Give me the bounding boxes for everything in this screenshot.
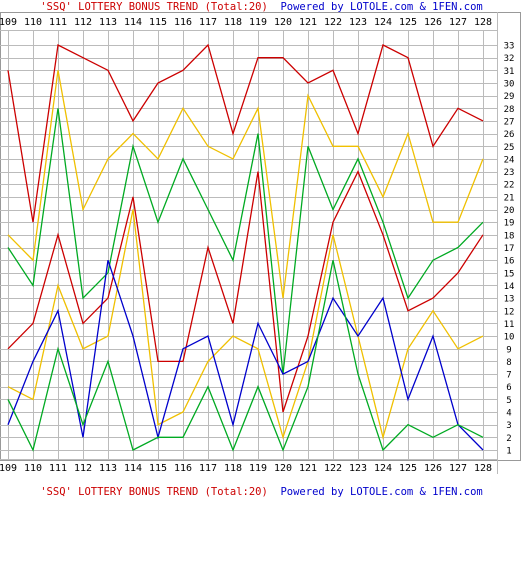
y-tick-label: 17 [504, 244, 515, 254]
bottom-banner-title: 'SSQ' LOTTERY BONUS TREND (Total:20) [40, 486, 268, 498]
x-tick-label-top: 119 [249, 17, 267, 28]
y-tick-label: 5 [506, 396, 511, 406]
x-tick-label-top: 117 [199, 17, 217, 28]
x-tick-label-bottom: 123 [349, 463, 367, 474]
x-tick-label-top: 124 [374, 17, 392, 28]
y-tick-label: 13 [504, 295, 515, 305]
y-tick-label: 20 [504, 206, 515, 216]
bottom-banner-powered: Powered by LOTOLE.com & 1FEN.com [280, 486, 483, 498]
y-tick-label: 26 [504, 130, 515, 140]
x-tick-label-top: 121 [299, 17, 317, 28]
top-banner-powered: Powered by LOTOLE.com & 1FEN.com [280, 1, 483, 13]
y-tick-label: 23 [504, 168, 515, 178]
y-axis-right: 1234567891011121314151617181920212223242… [504, 42, 515, 457]
x-tick-label-top: 127 [449, 17, 467, 28]
x-tick-label-top: 116 [174, 17, 192, 28]
y-tick-label: 31 [504, 67, 515, 77]
y-tick-label: 8 [506, 358, 511, 368]
y-tick-label: 22 [504, 181, 515, 191]
x-tick-label-top: 114 [124, 17, 142, 28]
series-line-2 [7, 70, 484, 299]
x-axis-top: 109 110 111 112 113 114 115 116 117 118 119 120 121 1… [0, 17, 492, 28]
x-tick-label-top: 120 [274, 17, 292, 28]
series-layer [7, 43, 484, 452]
x-tick-label-bottom: 128 [474, 463, 492, 474]
x-tick-label-top: 111 [49, 17, 67, 28]
x-tick-label-top: 125 [399, 17, 417, 28]
x-axis-bottom: 109 110 111 112 113 114 115 116 117 118 119 120 121 1… [0, 463, 492, 474]
x-tick-label-top: 112 [74, 17, 92, 28]
series-line-3 [7, 108, 484, 375]
y-tick-label: 12 [504, 307, 515, 317]
y-tick-label: 29 [504, 92, 515, 102]
y-tick-label: 10 [504, 333, 515, 343]
y-tick-label: 24 [504, 155, 515, 165]
y-tick-label: 3 [506, 421, 511, 431]
y-tick-label: 1 [506, 447, 511, 457]
series-line-4 [7, 169, 484, 413]
x-tick-label-top: 126 [424, 17, 442, 28]
y-tick-label: 19 [504, 219, 515, 229]
y-tick-label: 14 [504, 282, 515, 292]
x-tick-label-top: 115 [149, 17, 167, 28]
x-tick-label-bottom: 120 [274, 463, 292, 474]
y-tick-label: 27 [504, 117, 515, 127]
x-tick-label-bottom: 118 [224, 463, 242, 474]
x-tick-label-bottom: 110 [24, 463, 42, 474]
y-tick-label: 15 [504, 269, 515, 279]
bottom-banner: 'SSQ' LOTTERY BONUS TREND (Total:20) Pow… [0, 486, 523, 498]
x-tick-label-bottom: 114 [124, 463, 142, 474]
y-tick-label: 32 [504, 54, 515, 64]
chart-frame [0, 12, 521, 461]
series-line-7 [7, 260, 484, 452]
y-tick-label: 4 [506, 409, 511, 419]
x-tick-label-top: 113 [99, 17, 117, 28]
x-tick-label-bottom: 117 [199, 463, 217, 474]
x-tick-label-bottom: 112 [74, 463, 92, 474]
x-tick-label-top: 122 [324, 17, 342, 28]
x-tick-label-top: 123 [349, 17, 367, 28]
x-tick-label-bottom: 126 [424, 463, 442, 474]
grid-layer [0, 12, 521, 474]
top-banner-title: 'SSQ' LOTTERY BONUS TREND (Total:20) [40, 1, 268, 13]
x-tick-label-top: 110 [24, 17, 42, 28]
y-tick-label: 18 [504, 231, 515, 241]
y-tick-label: 7 [506, 371, 511, 381]
y-tick-label: 28 [504, 105, 515, 115]
x-tick-label-bottom: 122 [324, 463, 342, 474]
x-tick-label-top: 118 [224, 17, 242, 28]
x-tick-label-top: 109 [0, 17, 17, 28]
x-tick-label-bottom: 127 [449, 463, 467, 474]
x-tick-label-bottom: 109 [0, 463, 17, 474]
y-tick-label: 16 [504, 257, 515, 267]
x-tick-label-bottom: 113 [99, 463, 117, 474]
y-tick-label: 25 [504, 143, 515, 153]
x-tick-label-bottom: 115 [149, 463, 167, 474]
y-tick-label: 11 [504, 320, 515, 330]
y-tick-label: 9 [506, 345, 511, 355]
x-tick-label-bottom: 121 [299, 463, 317, 474]
series-line-5 [7, 209, 484, 440]
series-line-1 [7, 43, 484, 223]
y-tick-label: 6 [506, 383, 511, 393]
x-tick-label-bottom: 125 [399, 463, 417, 474]
y-tick-label: 2 [506, 434, 511, 444]
x-tick-label-bottom: 111 [49, 463, 67, 474]
x-tick-label-bottom: 124 [374, 463, 392, 474]
x-tick-label-bottom: 119 [249, 463, 267, 474]
y-tick-label: 30 [504, 79, 515, 89]
x-tick-label-bottom: 116 [174, 463, 192, 474]
series-line-6 [7, 259, 484, 451]
x-tick-label-top: 128 [474, 17, 492, 28]
top-banner: 'SSQ' LOTTERY BONUS TREND (Total:20) Pow… [0, 1, 523, 13]
y-tick-label: 33 [504, 42, 515, 52]
y-tick-label: 21 [504, 193, 515, 203]
